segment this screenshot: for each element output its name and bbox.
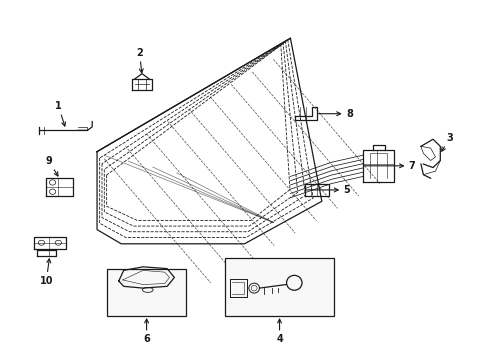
Text: 1: 1: [55, 101, 65, 126]
Text: 2: 2: [136, 48, 143, 73]
Bar: [106, 269, 186, 316]
Text: 9: 9: [45, 156, 58, 176]
Text: 5: 5: [305, 185, 349, 195]
Text: 8: 8: [318, 109, 352, 119]
Text: 7: 7: [364, 161, 415, 171]
Bar: [224, 258, 333, 316]
Text: 3: 3: [441, 133, 452, 151]
Text: 6: 6: [143, 319, 150, 344]
Text: 4: 4: [276, 319, 283, 344]
Text: 10: 10: [40, 259, 53, 286]
